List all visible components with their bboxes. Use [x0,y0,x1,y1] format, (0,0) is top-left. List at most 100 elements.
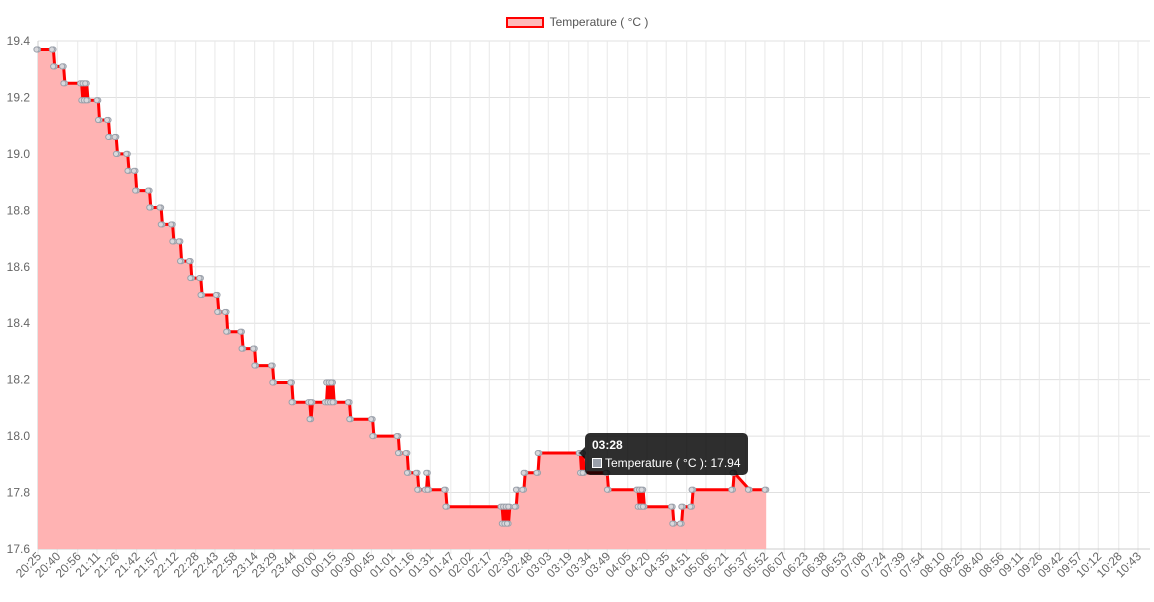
data-point[interactable] [687,503,694,510]
y-tick-label: 19.2 [7,90,31,104]
data-point[interactable] [169,238,176,245]
data-point[interactable] [520,469,527,476]
y-tick-label: 18.4 [7,316,31,330]
data-point[interactable] [288,399,295,406]
data-point[interactable] [269,379,276,386]
data-point[interactable] [442,503,449,510]
y-tick-label: 19.0 [7,147,31,161]
data-points [33,46,770,527]
data-point[interactable] [175,238,182,245]
data-point[interactable] [176,258,184,265]
data-point[interactable] [168,221,175,228]
data-point[interactable] [668,503,675,510]
data-point[interactable] [329,399,336,406]
data-point[interactable] [761,486,768,493]
data-point[interactable] [503,520,511,527]
tooltip-swatch [592,458,602,468]
data-point[interactable] [688,486,695,493]
data-point[interactable] [212,291,220,299]
data-point[interactable] [676,520,684,527]
data-point[interactable] [50,63,57,70]
data-point[interactable] [639,503,647,510]
data-point[interactable] [287,379,294,386]
data-point[interactable] [82,80,89,87]
data-point[interactable] [105,133,112,141]
data-point[interactable] [214,308,221,316]
data-point[interactable] [534,449,541,457]
data-point[interactable] [328,379,335,386]
data-point[interactable] [33,46,40,53]
data-point[interactable] [669,520,676,527]
temperature-area-fill [38,49,767,549]
data-point[interactable] [728,486,735,493]
data-point[interactable] [251,362,258,369]
data-point[interactable] [603,486,611,493]
legend-swatch [505,16,544,28]
data-point[interactable] [237,328,244,335]
data-point[interactable] [123,150,130,157]
x-axis-ticks: 20:2520:4020:5621:1121:2621:4221:5722:12… [13,549,1144,580]
data-point[interactable] [369,433,376,440]
data-point[interactable] [744,486,752,493]
data-point[interactable] [103,116,111,124]
data-point[interactable] [403,469,411,476]
data-point[interactable] [60,80,67,87]
data-point[interactable] [678,503,685,510]
data-point[interactable] [268,362,275,369]
data-point[interactable] [423,469,430,476]
data-point[interactable] [112,150,120,157]
y-tick-label: 18.8 [7,203,31,217]
data-point[interactable] [512,486,520,493]
data-point[interactable] [306,416,313,423]
data-point[interactable] [238,345,245,352]
data-point[interactable] [94,116,102,124]
data-point[interactable] [368,416,375,423]
legend[interactable]: Temperature ( °C ) [0,15,1154,29]
tooltip: 03:28 Temperature ( °C ): 17.94 [579,433,748,475]
data-point[interactable] [83,97,90,104]
data-point[interactable] [187,274,194,282]
data-point[interactable] [519,486,526,493]
tooltip-row: Temperature ( °C ): 17.94 [592,456,741,470]
data-point[interactable] [197,291,204,299]
data-point[interactable] [146,204,153,211]
data-point[interactable] [93,97,100,104]
tooltip-label: Temperature ( °C ): 17.94 [605,456,741,470]
data-point[interactable] [638,486,645,493]
data-point[interactable] [414,486,421,493]
data-point[interactable] [424,486,431,493]
data-point[interactable] [111,133,118,141]
data-point[interactable] [59,63,66,70]
data-point[interactable] [511,503,518,510]
data-point[interactable] [185,258,193,265]
data-point[interactable] [250,345,257,352]
y-axis-ticks: 17.6 17.8 18.0 18.2 18.4 18.6 18.8 19.0 19.2 19.4 [7,34,31,556]
data-point[interactable] [196,274,203,282]
data-point[interactable] [144,187,152,194]
data-point[interactable] [132,187,139,194]
data-point[interactable] [346,416,353,423]
y-tick-label: 18.2 [7,373,31,387]
data-point[interactable] [307,399,314,406]
y-tick-label: 19.4 [7,34,31,48]
y-tick-label: 18.6 [7,260,31,274]
y-tick-label: 17.6 [7,542,31,556]
y-tick-label: 17.8 [7,486,31,500]
data-point[interactable] [48,46,55,53]
data-point[interactable] [394,449,402,457]
data-point[interactable] [223,328,230,335]
data-point[interactable] [533,469,540,476]
data-point[interactable] [344,399,352,406]
data-point[interactable] [221,308,229,316]
legend-label: Temperature ( °C ) [549,15,649,29]
data-point[interactable] [156,204,163,211]
data-point[interactable] [402,449,409,457]
data-point[interactable] [124,167,131,174]
data-point[interactable] [441,486,448,493]
data-point[interactable] [412,469,420,476]
data-point[interactable] [157,221,164,228]
data-point[interactable] [505,503,512,510]
data-point[interactable] [130,167,138,174]
data-point[interactable] [393,433,400,440]
